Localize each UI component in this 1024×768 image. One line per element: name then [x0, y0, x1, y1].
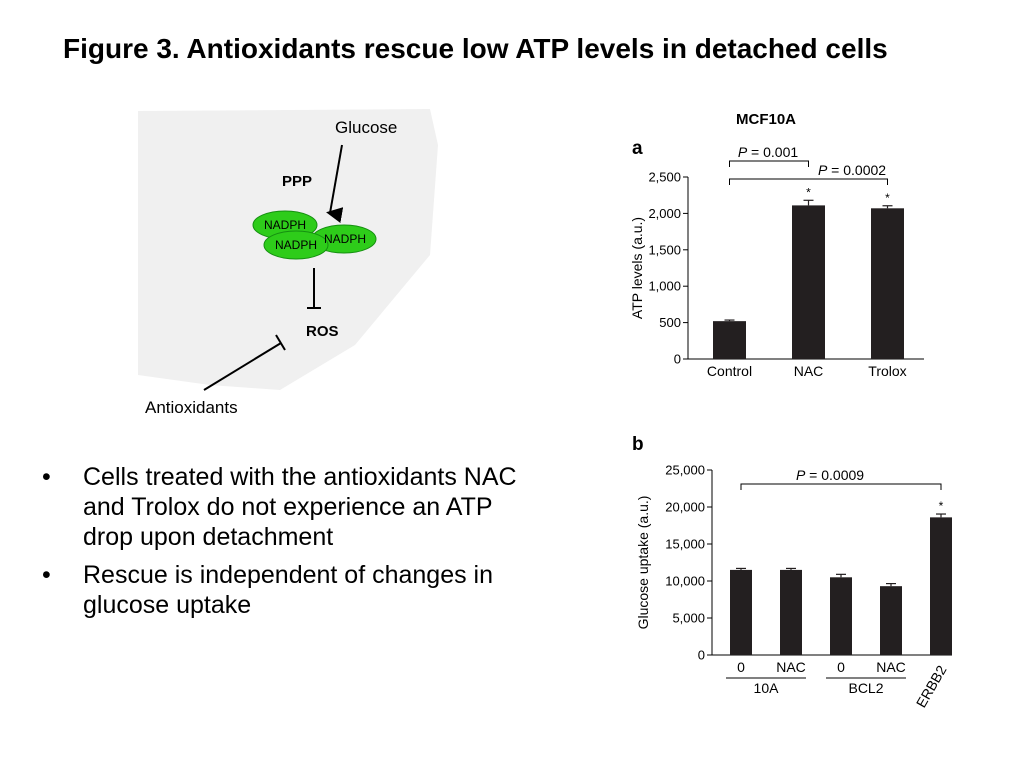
bullet-marker: •: [42, 561, 51, 589]
significance-bracket: [740, 483, 942, 490]
bullet-text: Cells treated with the antioxidants NAC …: [83, 463, 517, 551]
y-tick-label: 15,000: [665, 537, 705, 552]
bar: [930, 517, 952, 655]
antioxidant-bar: [275, 334, 286, 351]
y-tick-label: 20,000: [665, 500, 705, 515]
significance-marker: *: [939, 499, 944, 513]
bar: [713, 321, 746, 359]
bar: [830, 577, 852, 655]
x-tick-label: 0: [837, 659, 845, 675]
y-tick-label: 2,500: [648, 170, 681, 185]
p-value-label: P = 0.0009: [796, 467, 864, 483]
bullet-marker: •: [42, 463, 51, 491]
panel-letter: a: [632, 138, 643, 159]
glucose-uptake-chart: b 0 5,000 10,000 15,000 20,000 25,000 Glucose u…: [632, 434, 952, 710]
glucose-arrow: [326, 144, 344, 223]
y-axis-label: ATP levels (a.u.): [629, 217, 645, 319]
y-tick-label: 0: [698, 648, 705, 663]
nadph-label-1: NADPH: [264, 218, 306, 232]
p-value-label: P = 0.0002: [818, 162, 886, 178]
nadph-label-2: NADPH: [275, 238, 317, 252]
y-tick-label: 500: [659, 315, 681, 330]
antioxidants-label: Antioxidants: [145, 398, 238, 417]
bar: [880, 586, 902, 655]
ppp-label: PPP: [282, 173, 312, 190]
y-tick-label: 5,000: [672, 611, 705, 626]
bar: [871, 208, 904, 359]
antioxidant-line: [203, 342, 282, 391]
nadph-ellipse-2: [263, 230, 329, 260]
ros-label: ROS: [306, 323, 339, 340]
bullet-list: • Cells treated with the antioxidants NA…: [42, 462, 542, 628]
significance-marker: *: [885, 191, 890, 205]
bar: [780, 569, 802, 655]
y-tick-label: 10,000: [665, 574, 705, 589]
x-tick-label: NAC: [776, 659, 806, 675]
x-tick-label: 0: [737, 659, 745, 675]
y-axis-label: Glucose uptake (a.u.): [635, 496, 651, 630]
significance-marker: *: [806, 185, 811, 199]
cell-line-header: MCF10A: [736, 111, 797, 128]
panel-letter: b: [632, 434, 644, 455]
x-tick-label: Trolox: [868, 363, 906, 379]
y-tick-label: 0: [674, 352, 681, 367]
bar: [730, 569, 752, 655]
significance-bracket: [729, 178, 888, 185]
y-tick-label: 2,000: [648, 206, 681, 221]
bar: [792, 205, 825, 359]
x-tick-label: NAC: [794, 363, 824, 379]
p-value-label: P = 0.001: [738, 144, 799, 160]
y-tick-label: 1,000: [648, 279, 681, 294]
bullet-text: Rescue is independent of changes in gluc…: [83, 561, 494, 619]
x-tick-label: Control: [707, 363, 752, 379]
y-tick-label: 25,000: [665, 463, 705, 478]
pathway-diagram: Glucose PPP NADPH NADPH NADPH ROS Antiox…: [138, 109, 438, 417]
group-label: BCL2: [848, 680, 883, 696]
slide-title: Figure 3. Antioxidants rescue low ATP le…: [63, 33, 888, 64]
bullet-item: • Rescue is independent of changes in gl…: [42, 560, 542, 620]
bullet-item: • Cells treated with the antioxidants NA…: [42, 462, 542, 552]
atp-levels-chart: a 0 500 1,000 1,500 2,000 2,500 ATP levels (a.u…: [629, 138, 924, 379]
glucose-label: Glucose: [335, 118, 397, 137]
x-tick-label: NAC: [876, 659, 906, 675]
nadph-label-3: NADPH: [324, 232, 366, 246]
group-label: 10A: [754, 680, 780, 696]
x-tick-label: ERBB2: [913, 662, 950, 710]
y-tick-label: 1,500: [648, 242, 681, 257]
significance-bracket: [729, 160, 809, 167]
